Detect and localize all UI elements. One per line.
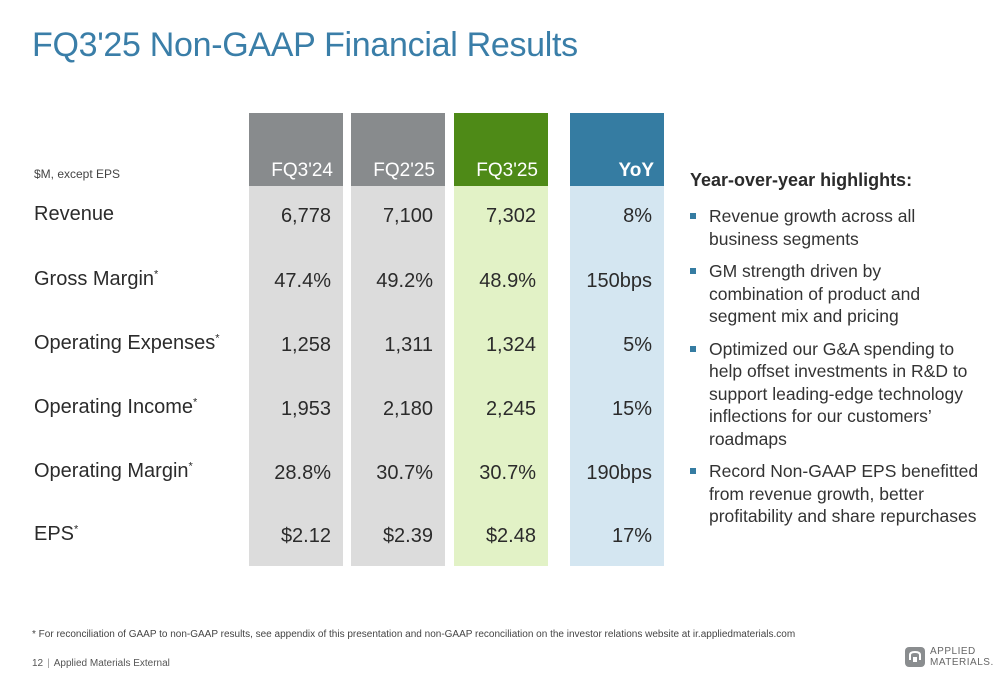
table-cell-yoy: 17% [611, 525, 652, 547]
slide-title: FQ3'25 Non-GAAP Financial Results [32, 26, 578, 64]
applied-materials-logo: APPLIED MATERIALS. [904, 646, 994, 668]
column-header-fq2-25: FQ2'25 [351, 113, 445, 186]
highlight-item: Revenue growth across all business segme… [690, 205, 980, 250]
table-cell: 47.4% [274, 270, 331, 292]
table-cell: $2.12 [280, 525, 331, 547]
row-label-gross-margin: Gross Margin* [34, 268, 159, 290]
table-cell: 1,311 [384, 334, 433, 356]
row-label-eps: EPS* [34, 523, 79, 545]
table-cell-yoy: 8% [623, 205, 652, 227]
square-bullet-icon [690, 345, 696, 352]
table-cell: $2.39 [382, 525, 433, 547]
highlight-item: Record Non-GAAP EPS benefitted from reve… [690, 460, 980, 528]
table-cell: 28.8% [274, 462, 331, 484]
table-cell: 1,258 [280, 334, 331, 356]
column-header-fq3-24: FQ3'24 [249, 113, 343, 186]
table-cell: 49.2% [376, 270, 433, 292]
table-cell: 30.7% [376, 462, 433, 484]
applied-materials-logo-icon [905, 647, 925, 667]
highlight-item: GM strength driven by combination of pro… [690, 260, 980, 328]
footer-separator: | [47, 658, 50, 669]
column-header-yoy: YoY [570, 113, 664, 186]
row-label-operating-margin: Operating Margin* [34, 460, 193, 482]
row-label-operating-expenses: Operating Expenses* [34, 332, 220, 354]
row-label-revenue: Revenue [34, 203, 115, 225]
slide-footer: 12 | Applied Materials External [32, 658, 170, 669]
logo-wordmark: APPLIED MATERIALS. [930, 646, 994, 668]
square-bullet-icon [690, 268, 696, 274]
column-bg-fq3-25 [454, 186, 548, 566]
footnote: * For reconciliation of GAAP to non-GAAP… [32, 629, 796, 640]
column-bg-yoy [570, 186, 664, 566]
table-cell: 2,245 [485, 398, 536, 420]
row-label-operating-income: Operating Income* [34, 396, 198, 418]
column-bg-fq2-25 [351, 186, 445, 566]
column-header-fq3-25: FQ3'25 [454, 113, 548, 186]
table-cell: 1,324 [485, 334, 536, 356]
table-cell: 30.7% [479, 462, 536, 484]
highlight-item: Optimized our G&A spending to help offse… [690, 338, 980, 451]
table-cell: $2.48 [485, 525, 536, 547]
square-bullet-icon [690, 213, 696, 219]
table-cell: 48.9% [479, 270, 536, 292]
unit-note: $M, except EPS [34, 167, 121, 181]
table-cell: 6,778 [280, 205, 331, 227]
table-cell-yoy: 5% [623, 334, 652, 356]
square-bullet-icon [690, 468, 696, 474]
classification-label: Applied Materials External [53, 658, 170, 669]
highlights-title: Year-over-year highlights: [690, 170, 913, 190]
table-cell: 7,100 [382, 205, 433, 227]
table-cell: 1,953 [280, 398, 331, 420]
column-bg-fq3-24 [249, 186, 343, 566]
table-cell-yoy: 190bps [586, 462, 652, 484]
highlights-list: Revenue growth across all business segme… [690, 205, 980, 538]
table-cell: 7,302 [485, 205, 536, 227]
page-number: 12 [32, 658, 44, 669]
table-cell-yoy: 150bps [586, 270, 652, 292]
table-cell: 2,180 [382, 398, 433, 420]
table-cell-yoy: 15% [611, 398, 652, 420]
